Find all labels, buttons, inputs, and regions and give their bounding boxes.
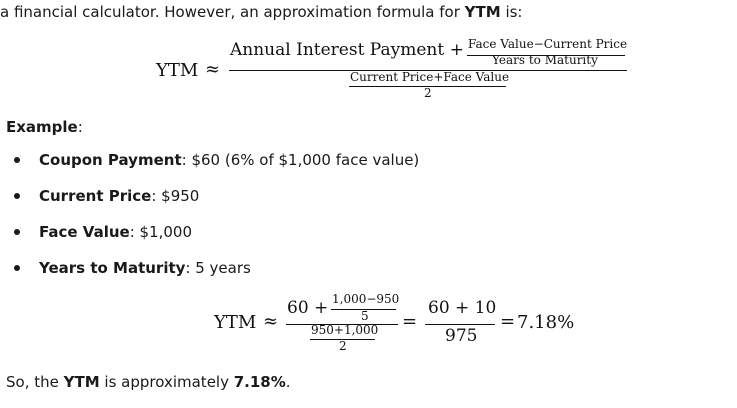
example-heading: Example: [6, 117, 83, 137]
formula1-denominator-denominator: 2 [424, 86, 432, 100]
bullet-value: : $1,000 [129, 223, 192, 241]
formula2-denominator-fraction-bar [310, 339, 375, 340]
conclusion-middle: is approximately [99, 373, 234, 391]
bullet-label: Coupon Payment [39, 151, 182, 169]
conclusion-period: . [285, 373, 291, 391]
intro-tail: is: [500, 3, 523, 21]
bullet-label: Current Price [39, 187, 152, 205]
bullet-value: : $950 [151, 187, 200, 205]
conclusion-text: So, the YTM is approximately 7.18%. [6, 372, 291, 392]
bullet-icon [14, 157, 20, 163]
formula2-main-fraction-bar [286, 324, 398, 325]
conclusion-lead: So, the [6, 373, 64, 391]
formula2-approx: ≈ [263, 311, 279, 332]
formula1-inner-denominator: Years to Maturity [492, 53, 598, 67]
formula2-numerator-main: 60 + [287, 298, 329, 318]
bullet-label: Face Value [39, 223, 130, 241]
formula2-middle-fraction-bar [425, 324, 495, 325]
intro-lead: a financial calculator. However, an appr… [0, 3, 465, 21]
formula2-denominator-denominator: 2 [339, 339, 347, 353]
intro-ytm: YTM [464, 3, 501, 21]
formula1-main-fraction-bar [229, 70, 627, 71]
formula2-denominator-numerator: 950+1,000 [311, 323, 379, 337]
example-label: Example [6, 118, 78, 136]
formula2-middle-numerator: 60 + 10 [428, 298, 497, 318]
formula1-numerator-main: Annual Interest Payment + [230, 40, 464, 60]
formula1-lhs: YTM [156, 60, 199, 81]
bullet-value: : $60 (6% of $1,000 face value) [181, 151, 420, 169]
formula2-middle-denominator: 975 [445, 326, 478, 346]
formula2-inner-denominator: 5 [361, 309, 369, 323]
formula1-denominator-fraction-bar [349, 86, 506, 87]
conclusion-ytm: YTM [63, 373, 100, 391]
bullet-label: Years to Maturity [39, 259, 186, 277]
formula1-inner-numerator: Face Value−Current Price [468, 37, 628, 51]
formula2-equals-2: = [500, 311, 516, 332]
ytm-approximation-formula: YTM ≈ Annual Interest Payment + Face Val… [0, 0, 737, 110]
bullet-icon [14, 229, 20, 235]
conclusion-result: 7.18% [233, 373, 286, 391]
formula2-result: 7.18% [517, 312, 575, 333]
formula1-denominator-numerator: Current Price+Face Value [350, 70, 510, 84]
bullet-icon [14, 193, 20, 199]
formula2-lhs: YTM [214, 312, 257, 333]
formula2-inner-fraction-bar [331, 309, 396, 310]
intro-text: a financial calculator. However, an appr… [0, 2, 522, 22]
bullet-icon [14, 265, 20, 271]
formula2-equals-1: = [402, 311, 418, 332]
formula2-inner-numerator: 1,000−950 [332, 292, 400, 306]
bullet-value: : 5 years [185, 259, 251, 277]
formula1-inner-fraction-bar [467, 55, 625, 56]
ytm-example-calculation: YTM ≈ 60 + 1,000−950 5 950+1,000 2 = 60 … [0, 280, 737, 360]
formula1-approx: ≈ [205, 59, 221, 80]
example-colon: : [77, 118, 83, 136]
